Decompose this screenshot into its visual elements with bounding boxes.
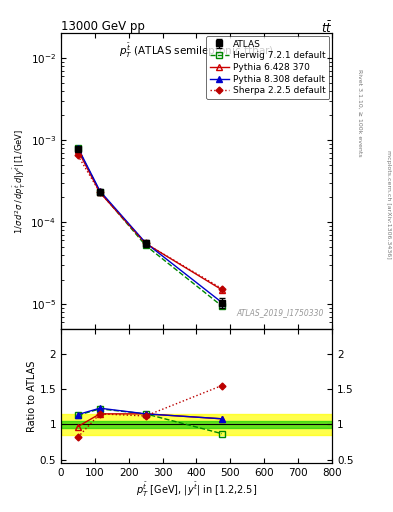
Y-axis label: Ratio to ATLAS: Ratio to ATLAS bbox=[27, 360, 37, 432]
Text: $p_T^{\bar{t}}$ (ATLAS semileptonic ttbar): $p_T^{\bar{t}}$ (ATLAS semileptonic ttba… bbox=[119, 42, 274, 60]
X-axis label: $p^{\bar{t}}_{T}$ [GeV], $|y^{\bar{t}}|$ in [1.2,2.5]: $p^{\bar{t}}_{T}$ [GeV], $|y^{\bar{t}}|$… bbox=[136, 481, 257, 499]
Pythia 6.428 370 bbox=[97, 189, 102, 196]
Pythia 8.308 default bbox=[97, 188, 102, 194]
Pythia 8.308 default bbox=[75, 144, 80, 151]
Line: Herwig 7.2.1 default: Herwig 7.2.1 default bbox=[75, 146, 225, 309]
Bar bbox=[61, 421, 332, 428]
Pythia 6.428 370 bbox=[220, 287, 224, 293]
Line: Sherpa 2.2.5 default: Sherpa 2.2.5 default bbox=[75, 153, 224, 291]
Text: ATLAS_2019_I1750330: ATLAS_2019_I1750330 bbox=[237, 308, 324, 317]
Line: Pythia 6.428 370: Pythia 6.428 370 bbox=[75, 147, 225, 292]
Sherpa 2.2.5 default bbox=[220, 286, 224, 292]
Herwig 7.2.1 default bbox=[97, 188, 102, 195]
Text: 13000 GeV pp: 13000 GeV pp bbox=[61, 20, 145, 33]
Y-axis label: $1/\sigma\,d^2\sigma\,/\,dp^{\bar{t}}_{T}\,d|y^{\bar{t}}|\,[1/\mathrm{GeV}]$: $1/\sigma\,d^2\sigma\,/\,dp^{\bar{t}}_{T… bbox=[11, 129, 28, 233]
Sherpa 2.2.5 default bbox=[75, 153, 80, 159]
Line: Pythia 8.308 default: Pythia 8.308 default bbox=[75, 145, 225, 305]
Herwig 7.2.1 default bbox=[220, 303, 224, 309]
Pythia 8.308 default bbox=[143, 240, 148, 246]
Pythia 6.428 370 bbox=[75, 147, 80, 154]
Sherpa 2.2.5 default bbox=[143, 241, 148, 247]
Pythia 8.308 default bbox=[220, 300, 224, 306]
Herwig 7.2.1 default bbox=[75, 145, 80, 152]
Bar bbox=[61, 414, 332, 435]
Text: mcplots.cern.ch [arXiv:1306.3436]: mcplots.cern.ch [arXiv:1306.3436] bbox=[386, 151, 391, 259]
Legend: ATLAS, Herwig 7.2.1 default, Pythia 6.428 370, Pythia 8.308 default, Sherpa 2.2.: ATLAS, Herwig 7.2.1 default, Pythia 6.42… bbox=[206, 36, 329, 99]
Text: $t\bar{t}$: $t\bar{t}$ bbox=[321, 20, 332, 36]
Herwig 7.2.1 default bbox=[143, 242, 148, 248]
Pythia 6.428 370 bbox=[143, 241, 148, 247]
Sherpa 2.2.5 default bbox=[97, 189, 102, 196]
Text: Rivet 3.1.10, ≥ 100k events: Rivet 3.1.10, ≥ 100k events bbox=[357, 69, 362, 157]
